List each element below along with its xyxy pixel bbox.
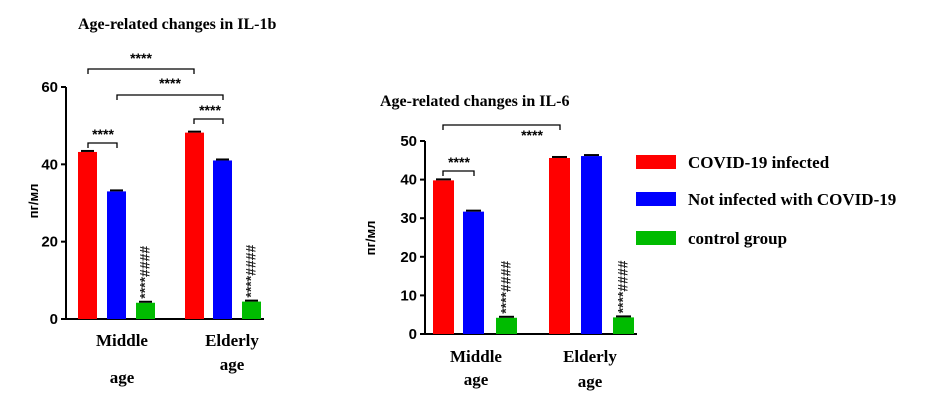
- y-tick-label: 60: [41, 79, 58, 96]
- legend-label: COVID-19 infected: [688, 153, 830, 172]
- bar: [107, 191, 126, 319]
- legend-label: control group: [688, 229, 787, 248]
- comparison-label: ****: [521, 127, 543, 143]
- y-tick-label: 40: [400, 172, 417, 189]
- comparison-bracket: [87, 142, 118, 148]
- significance-mark: ****####: [615, 260, 631, 313]
- comparison-label: ****: [92, 126, 114, 142]
- legend: COVID-19 infected Not infected with COVI…: [636, 153, 896, 248]
- bar: [549, 157, 570, 334]
- bar: [433, 180, 454, 334]
- chart-title: Age-related changes in IL-1b: [78, 16, 276, 33]
- category-label-line1: Elderly: [205, 331, 259, 350]
- category-label-line1: Middle: [450, 347, 502, 366]
- y-tick-label: 30: [400, 210, 417, 227]
- y-tick-label: 50: [400, 133, 417, 150]
- y-tick-label: 20: [41, 234, 58, 251]
- y-tick-label: 0: [409, 326, 417, 343]
- comparison-bracket: [442, 170, 475, 176]
- chart-il6: Age-related changes in IL-6 пг/мл 0 10 20 3…: [363, 93, 637, 391]
- y-tick-label: 40: [41, 156, 58, 173]
- chart-il1b: Age-related changes in IL-1b пг/мл 0 20 40…: [26, 16, 276, 387]
- comparison-label: ****: [448, 154, 470, 170]
- category-label-line2: age: [464, 370, 489, 389]
- comparison-bracket: [87, 68, 195, 74]
- category-label-line2: age: [220, 355, 245, 374]
- y-tick-label: 0: [50, 311, 58, 328]
- bar: [242, 301, 261, 319]
- bar: [463, 211, 484, 334]
- comparison-label: ****: [199, 102, 221, 118]
- category-label-line2: age: [578, 372, 603, 391]
- bar: [136, 302, 155, 319]
- bar: [496, 317, 517, 334]
- comparison-label: ****: [159, 75, 181, 91]
- y-axis-label: пг/мл: [363, 221, 378, 256]
- significance-mark: ****####: [498, 261, 514, 314]
- chart-title: Age-related changes in IL-6: [380, 93, 569, 110]
- legend-swatch: [636, 231, 676, 245]
- legend-label: Not infected with COVID-19: [688, 190, 896, 209]
- category-label-line1: Middle: [96, 331, 148, 350]
- comparison-label: ****: [130, 50, 152, 66]
- legend-swatch: [636, 155, 676, 169]
- bar: [78, 151, 97, 319]
- category-label-line2: age: [110, 368, 135, 387]
- bar: [185, 132, 204, 319]
- category-label-line1: Elderly: [563, 347, 617, 366]
- y-tick-label: 10: [400, 287, 417, 304]
- significance-mark: ****####: [243, 244, 259, 297]
- bar: [581, 156, 602, 334]
- significance-mark: ****####: [137, 246, 153, 299]
- bar: [213, 160, 232, 319]
- bar: [613, 317, 634, 334]
- y-axis-label: пг/мл: [26, 184, 41, 219]
- comparison-bracket: [442, 124, 561, 130]
- legend-swatch: [636, 192, 676, 206]
- y-tick-label: 20: [400, 249, 417, 266]
- comparison-bracket: [116, 94, 224, 100]
- comparison-bracket: [193, 118, 224, 124]
